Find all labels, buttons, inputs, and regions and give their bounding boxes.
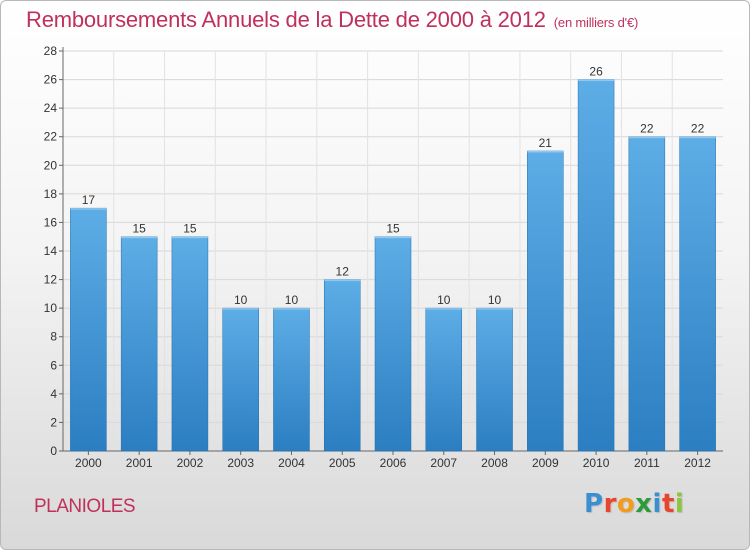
bar-highlight <box>324 279 361 282</box>
bar <box>679 136 716 452</box>
bar <box>70 207 107 452</box>
data-label: 10 <box>285 293 299 307</box>
x-tick-label: 2012 <box>684 456 711 470</box>
logo-letter: i <box>652 489 662 519</box>
bar-highlight <box>375 236 411 239</box>
bar-highlight <box>425 308 462 310</box>
data-label: 26 <box>589 65 603 79</box>
bar <box>628 136 666 452</box>
x-tick-label: 2004 <box>278 456 305 470</box>
bar <box>222 307 259 452</box>
y-tick-label: 14 <box>44 244 58 258</box>
y-tick-label: 2 <box>50 415 57 429</box>
logo-letter: P <box>584 489 604 519</box>
y-tick-label: 0 <box>50 444 57 458</box>
y-tick-label: 28 <box>44 44 58 58</box>
x-tick-label: 2011 <box>634 456 660 470</box>
data-label: 10 <box>437 293 451 307</box>
y-tick-label: 18 <box>44 187 58 201</box>
bar-highlight <box>70 208 107 210</box>
bar <box>476 307 513 452</box>
y-tick-label: 8 <box>50 330 57 344</box>
x-tick-label: 2008 <box>481 456 508 470</box>
bar <box>425 307 463 452</box>
bars <box>70 79 716 452</box>
x-tick-label: 2002 <box>177 456 204 470</box>
bar-highlight <box>527 151 564 153</box>
x-tick-label: 2007 <box>430 456 457 470</box>
bar <box>273 307 310 452</box>
logo-letter: o <box>616 489 636 519</box>
bar <box>374 236 412 452</box>
bar-highlight <box>679 136 716 139</box>
bar-highlight <box>171 236 208 239</box>
x-tick-label: 2000 <box>75 456 102 470</box>
data-label: 15 <box>183 222 197 236</box>
y-tick-label: 20 <box>44 158 58 172</box>
logo-letter: x <box>635 489 653 519</box>
logo-letter: r <box>603 489 617 519</box>
bar <box>577 79 615 452</box>
x-tick-label: 2001 <box>126 456 153 470</box>
x-tick-label: 2010 <box>583 456 610 470</box>
bar-highlight <box>578 79 615 82</box>
x-tick-label: 2009 <box>532 456 559 470</box>
data-label: 17 <box>82 193 96 207</box>
data-label: 22 <box>691 122 705 136</box>
data-label: 15 <box>386 222 400 236</box>
title-text: Remboursements Annuels de la Dette de 20… <box>26 7 546 32</box>
data-label: 22 <box>640 122 654 136</box>
bar <box>120 236 158 452</box>
x-tick-label: 2005 <box>329 456 356 470</box>
data-label: 10 <box>234 293 248 307</box>
y-tick-label: 24 <box>44 101 58 115</box>
bar-highlight <box>273 308 310 310</box>
title-unit: (en milliers d'€) <box>553 15 639 30</box>
bar-highlight <box>628 136 665 139</box>
y-tick-label: 6 <box>50 358 57 372</box>
data-label: 10 <box>488 293 502 307</box>
data-label: 15 <box>132 222 146 236</box>
x-tick-label: 2003 <box>227 456 254 470</box>
bar <box>171 236 209 452</box>
chart-title: Remboursements Annuels de la Dette de 20… <box>26 7 638 33</box>
bar <box>323 279 361 452</box>
bar-highlight <box>121 236 158 239</box>
data-label: 12 <box>336 265 350 279</box>
y-tick-label: 4 <box>50 387 57 401</box>
bar <box>527 150 564 452</box>
y-tick-label: 10 <box>44 301 58 315</box>
y-tick-label: 16 <box>44 215 58 229</box>
y-tick-label: 22 <box>44 130 58 144</box>
x-tick-label: 2006 <box>380 456 407 470</box>
proxiti-logo: Proxiti <box>584 489 684 519</box>
y-tick-label: 26 <box>44 73 58 87</box>
logo-letter: i <box>674 489 685 519</box>
commune-name: PLANIOLES <box>34 496 136 517</box>
bar-highlight <box>222 308 259 310</box>
data-label: 21 <box>539 136 553 150</box>
logo-letter: t <box>661 489 675 519</box>
labels: 17 2000 15 2001 15 2002 10 2003 10 2004 12 2005 15 20… <box>75 65 711 470</box>
y-tick-label: 12 <box>44 273 58 287</box>
bar-highlight <box>476 308 513 310</box>
